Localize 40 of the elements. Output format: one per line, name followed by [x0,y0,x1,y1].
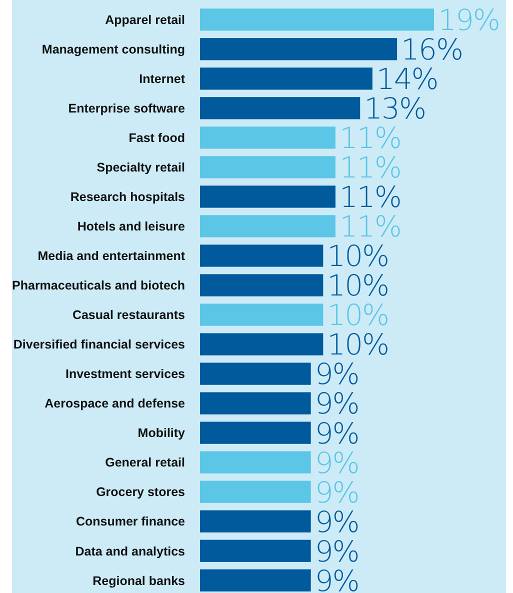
bar [200,126,336,149]
y-tick-label: Mobility [138,426,186,440]
y-tick-label: Media and entertainment [38,249,186,264]
y-tick-label: Aerospace and defense [44,396,186,411]
y-tick-label: Hotels and leisure [77,220,186,234]
bar [200,244,324,267]
y-tick-label: Casual restaurants [72,308,186,322]
y-tick-label: Enterprise software [68,102,186,116]
bar [200,215,336,238]
y-tick-label: Regional banks [92,574,186,588]
y-tick-label: Management consulting [42,42,185,56]
y-tick-label: General retail [105,456,185,470]
bar [200,540,311,562]
y-tick-label: Internet [139,72,186,86]
y-tick-label: Apparel retail [105,12,185,27]
bar [200,274,324,296]
bar [200,510,311,532]
y-tick-label: Pharmaceuticals and biotech [12,278,185,293]
bar [200,333,324,356]
bar [200,451,311,474]
y-tick-label: Data and analytics [75,544,186,558]
bar [200,186,336,208]
bar [200,569,311,592]
y-tick-label: Research hospitals [70,190,186,204]
bar [200,38,398,60]
bar [200,362,311,385]
bar [200,392,311,414]
bar [200,8,434,31]
y-tick-label: Specialty retail [96,160,185,175]
bar [200,480,311,503]
y-tick-label: Fast food [128,131,185,146]
y-tick-label: Diversified financial services [13,338,186,352]
y-tick-label: Grocery stores [96,485,186,500]
bar [200,97,360,120]
y-tick-label: Investment services [65,367,186,382]
bar [200,68,372,90]
y-tick-label: Consumer finance [76,514,186,529]
bar [200,304,324,326]
bar [200,422,311,444]
bar [200,156,336,178]
